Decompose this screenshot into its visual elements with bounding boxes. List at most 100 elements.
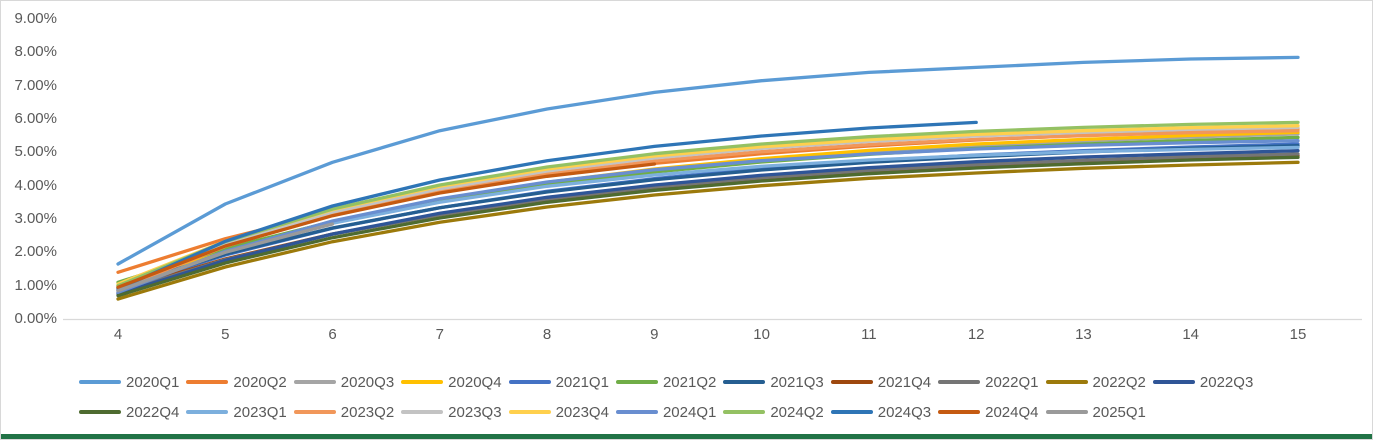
- legend-key-swatch: [938, 379, 981, 385]
- legend-key-swatch: [723, 379, 766, 385]
- series-line-2022Q2[interactable]: [116, 160, 1300, 301]
- x-tick-label: 6: [328, 326, 337, 343]
- x-tick-label: 4: [113, 326, 123, 343]
- legend-key-swatch: [830, 379, 873, 385]
- legend-item-2021Q2[interactable]: 2021Q2: [615, 373, 717, 391]
- series-line-2022Q4[interactable]: [116, 155, 1300, 298]
- legend-key-swatch: [401, 409, 444, 415]
- legend-key-swatch: [508, 379, 551, 385]
- legend-item-2021Q3[interactable]: 2021Q3: [723, 373, 824, 391]
- legend-label: 2023Q3: [448, 403, 502, 421]
- legend-item-2022Q4[interactable]: 2022Q4: [79, 404, 179, 421]
- legend-item-2024Q3[interactable]: 2024Q3: [830, 403, 932, 421]
- legend-label: 2020Q3: [340, 373, 395, 391]
- legend-key-swatch: [401, 379, 444, 385]
- legend-item-2023Q3[interactable]: 2023Q3: [401, 403, 502, 421]
- x-tick-label: 7: [435, 326, 444, 343]
- legend-key-swatch: [938, 409, 981, 415]
- series-line-2025Q1[interactable]: [116, 222, 335, 293]
- legend-key-swatch: [615, 409, 658, 415]
- legend-item-2022Q2[interactable]: 2022Q2: [1045, 373, 1146, 391]
- y-tick-label: 9.00%: [14, 10, 57, 28]
- y-tick-label: 5.00%: [14, 143, 57, 161]
- x-tick-label: 8: [542, 326, 552, 343]
- legend-key-swatch: [79, 409, 121, 415]
- legend-label: 2022Q4: [126, 403, 180, 421]
- legend-key-swatch: [1045, 379, 1088, 385]
- legend-key-swatch: [1045, 409, 1088, 415]
- legend-key-swatch: [830, 409, 873, 415]
- legend-key-swatch: [723, 409, 766, 415]
- legend-key-swatch: [79, 379, 121, 385]
- legend-item-2025Q1[interactable]: 2025Q1: [1045, 403, 1146, 421]
- legend-key-swatch: [508, 409, 551, 415]
- legend-label: 2024Q4: [985, 403, 1039, 421]
- y-tick-label: 4.00%: [14, 176, 57, 194]
- legend-label: 2021Q3: [770, 373, 824, 391]
- series-line-2024Q1[interactable]: [116, 139, 1300, 294]
- legend-item-2024Q2[interactable]: 2024Q2: [723, 403, 824, 421]
- x-tick-label: 9: [650, 326, 659, 343]
- legend-label: 2023Q4: [555, 403, 609, 421]
- legend-key-swatch: [186, 379, 229, 385]
- legend-label: 2024Q2: [770, 403, 824, 421]
- legend-key-swatch: [615, 379, 658, 385]
- x-tick-label: 12: [967, 326, 985, 343]
- x-tick-label: 15: [1289, 326, 1307, 343]
- legend-item-2021Q4[interactable]: 2021Q4: [830, 373, 932, 391]
- x-tick-label: 13: [1075, 326, 1092, 343]
- y-tick-label: 2.00%: [14, 243, 57, 261]
- legend-label: 2025Q1: [1092, 403, 1146, 421]
- legend-label: 2020Q4: [448, 373, 502, 391]
- legend-item-2022Q3[interactable]: 2022Q3: [1152, 373, 1254, 391]
- legend-key-swatch: [293, 379, 336, 385]
- legend-label: 2021Q2: [662, 373, 717, 391]
- legend-label: 2024Q3: [877, 403, 932, 421]
- legend-label: 2024Q1: [662, 403, 717, 421]
- x-tick-label: 11: [861, 326, 877, 343]
- legend-row-2: 2022Q4 2023Q1 2023Q2 2023Q3 2023Q4 2024Q1 2024…: [79, 402, 1369, 422]
- y-tick-label: 0.00%: [14, 310, 57, 327]
- series-line-2024Q3[interactable]: [116, 120, 978, 291]
- legend-label: 2023Q1: [233, 403, 287, 421]
- y-axis-labels: 0.00% 1.00% 2.00% 3.00% 4.00% 5.00% 6.00% 7.00%…: [1, 1, 61, 341]
- x-tick-label: 14: [1182, 326, 1200, 343]
- legend-key-swatch: [1152, 379, 1195, 385]
- legend-row-1: 2020Q1 2020Q2 2020Q3 2020Q4 2021Q1 2021Q2 2021…: [79, 372, 1369, 392]
- y-tick-label: 8.00%: [14, 43, 57, 61]
- chart-legend: 2020Q1 2020Q2 2020Q3 2020Q4 2021Q1 2021Q2 2021…: [79, 372, 1369, 432]
- series-line-2020Q1[interactable]: [116, 55, 1300, 266]
- y-tick-label: 7.00%: [14, 76, 57, 94]
- bottom-accent-bar: [1, 434, 1372, 439]
- legend-label: 2022Q1: [985, 373, 1039, 391]
- legend-item-2023Q1[interactable]: 2023Q1: [186, 403, 287, 421]
- y-tick-label: 6.00%: [14, 110, 57, 128]
- y-tick-label: 1.00%: [14, 276, 57, 294]
- legend-item-2024Q4[interactable]: 2024Q4: [938, 403, 1039, 421]
- legend-item-2022Q1[interactable]: 2022Q1: [938, 373, 1039, 391]
- legend-label: 2020Q1: [126, 373, 180, 391]
- legend-item-2020Q4[interactable]: 2020Q4: [401, 373, 502, 391]
- y-tick-label: 3.00%: [14, 210, 57, 227]
- legend-item-2024Q1[interactable]: 2024Q1: [615, 403, 717, 421]
- legend-item-2020Q1[interactable]: 2020Q1: [79, 374, 179, 391]
- legend-label: 2021Q1: [555, 373, 609, 391]
- legend-item-2023Q4[interactable]: 2023Q4: [508, 403, 609, 421]
- legend-label: 2021Q4: [877, 373, 932, 391]
- legend-item-2020Q2[interactable]: 2020Q2: [186, 374, 287, 391]
- legend-item-2021Q1[interactable]: 2021Q1: [508, 373, 609, 391]
- x-tick-label: 10: [753, 326, 770, 343]
- series-line-2023Q3[interactable]: [116, 125, 1300, 289]
- series-line-2024Q4[interactable]: [116, 162, 657, 289]
- legend-item-2023Q2[interactable]: 2023Q2: [293, 403, 395, 421]
- series-line-2024Q2[interactable]: [116, 120, 1300, 288]
- x-tick-label: 5: [221, 326, 230, 343]
- legend-label: 2022Q3: [1199, 373, 1254, 391]
- legend-item-2020Q3[interactable]: 2020Q3: [293, 373, 395, 391]
- legend-key-swatch: [293, 409, 336, 415]
- legend-label: 2022Q2: [1092, 373, 1146, 391]
- series-line-2022Q3[interactable]: [116, 149, 1300, 296]
- legend-label: 2023Q2: [340, 403, 395, 421]
